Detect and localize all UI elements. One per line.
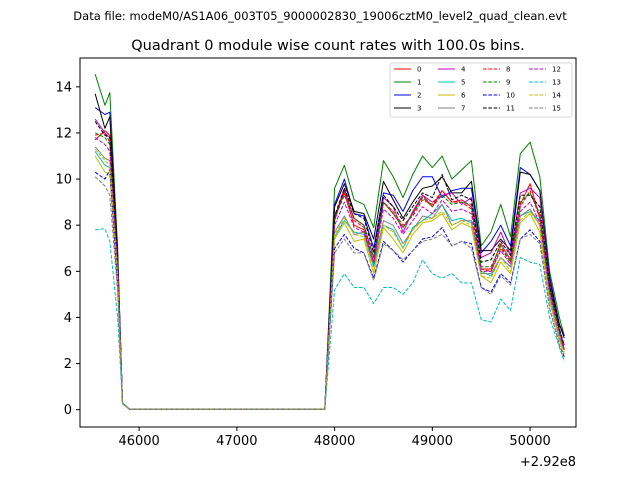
plot-frame <box>79 57 577 428</box>
legend-box <box>389 62 573 118</box>
y-axis: 0 2 4 6 8 10 12 14 <box>55 80 80 418</box>
y-tick-label: 14 <box>55 80 72 95</box>
y-tick-label: 10 <box>55 173 72 188</box>
legend-label-14: 14 <box>552 92 561 100</box>
y-tick-label: 12 <box>55 126 72 141</box>
x-tick-label: 49000 <box>412 434 453 449</box>
series-line-14 <box>94 148 565 410</box>
legend-label-5: 5 <box>461 79 465 87</box>
x-tick-label: 46000 <box>118 434 159 449</box>
y-tick-label: 6 <box>64 265 72 280</box>
y-tick-label: 2 <box>64 357 72 372</box>
legend-label-9: 9 <box>506 79 510 87</box>
x-tick-label: 50000 <box>509 434 550 449</box>
legend-label-3: 3 <box>417 105 421 113</box>
x-tick-label: 47000 <box>216 434 257 449</box>
data-file-label: Data file: modeM0/AS1A06_003T05_90000028… <box>73 9 567 23</box>
legend-label-8: 8 <box>506 66 510 74</box>
x-offset-label: +2.92e8 <box>520 455 576 470</box>
y-tick-label: 8 <box>64 219 72 234</box>
chart-title: Quadrant 0 module wise count rates with … <box>131 38 525 54</box>
y-tick-label: 4 <box>64 311 72 326</box>
series-layer <box>94 73 565 410</box>
legend-label-11: 11 <box>506 105 515 113</box>
legend-label-6: 6 <box>461 92 466 100</box>
legend-label-12: 12 <box>552 66 561 74</box>
x-tick-label: 48000 <box>314 434 355 449</box>
legend-label-0: 0 <box>417 66 421 74</box>
legend-label-10: 10 <box>506 92 515 100</box>
legend-label-2: 2 <box>417 92 421 100</box>
y-tick-label: 0 <box>64 403 72 418</box>
legend-label-15: 15 <box>552 105 561 113</box>
x-axis: 46000 47000 48000 49000 50000 <box>118 427 551 449</box>
legend-label-1: 1 <box>417 79 421 87</box>
series-line-15 <box>94 176 565 410</box>
legend-label-7: 7 <box>461 105 465 113</box>
legend-label-4: 4 <box>461 66 466 74</box>
legend-label-13: 13 <box>552 79 561 87</box>
series-line-13 <box>95 228 565 410</box>
